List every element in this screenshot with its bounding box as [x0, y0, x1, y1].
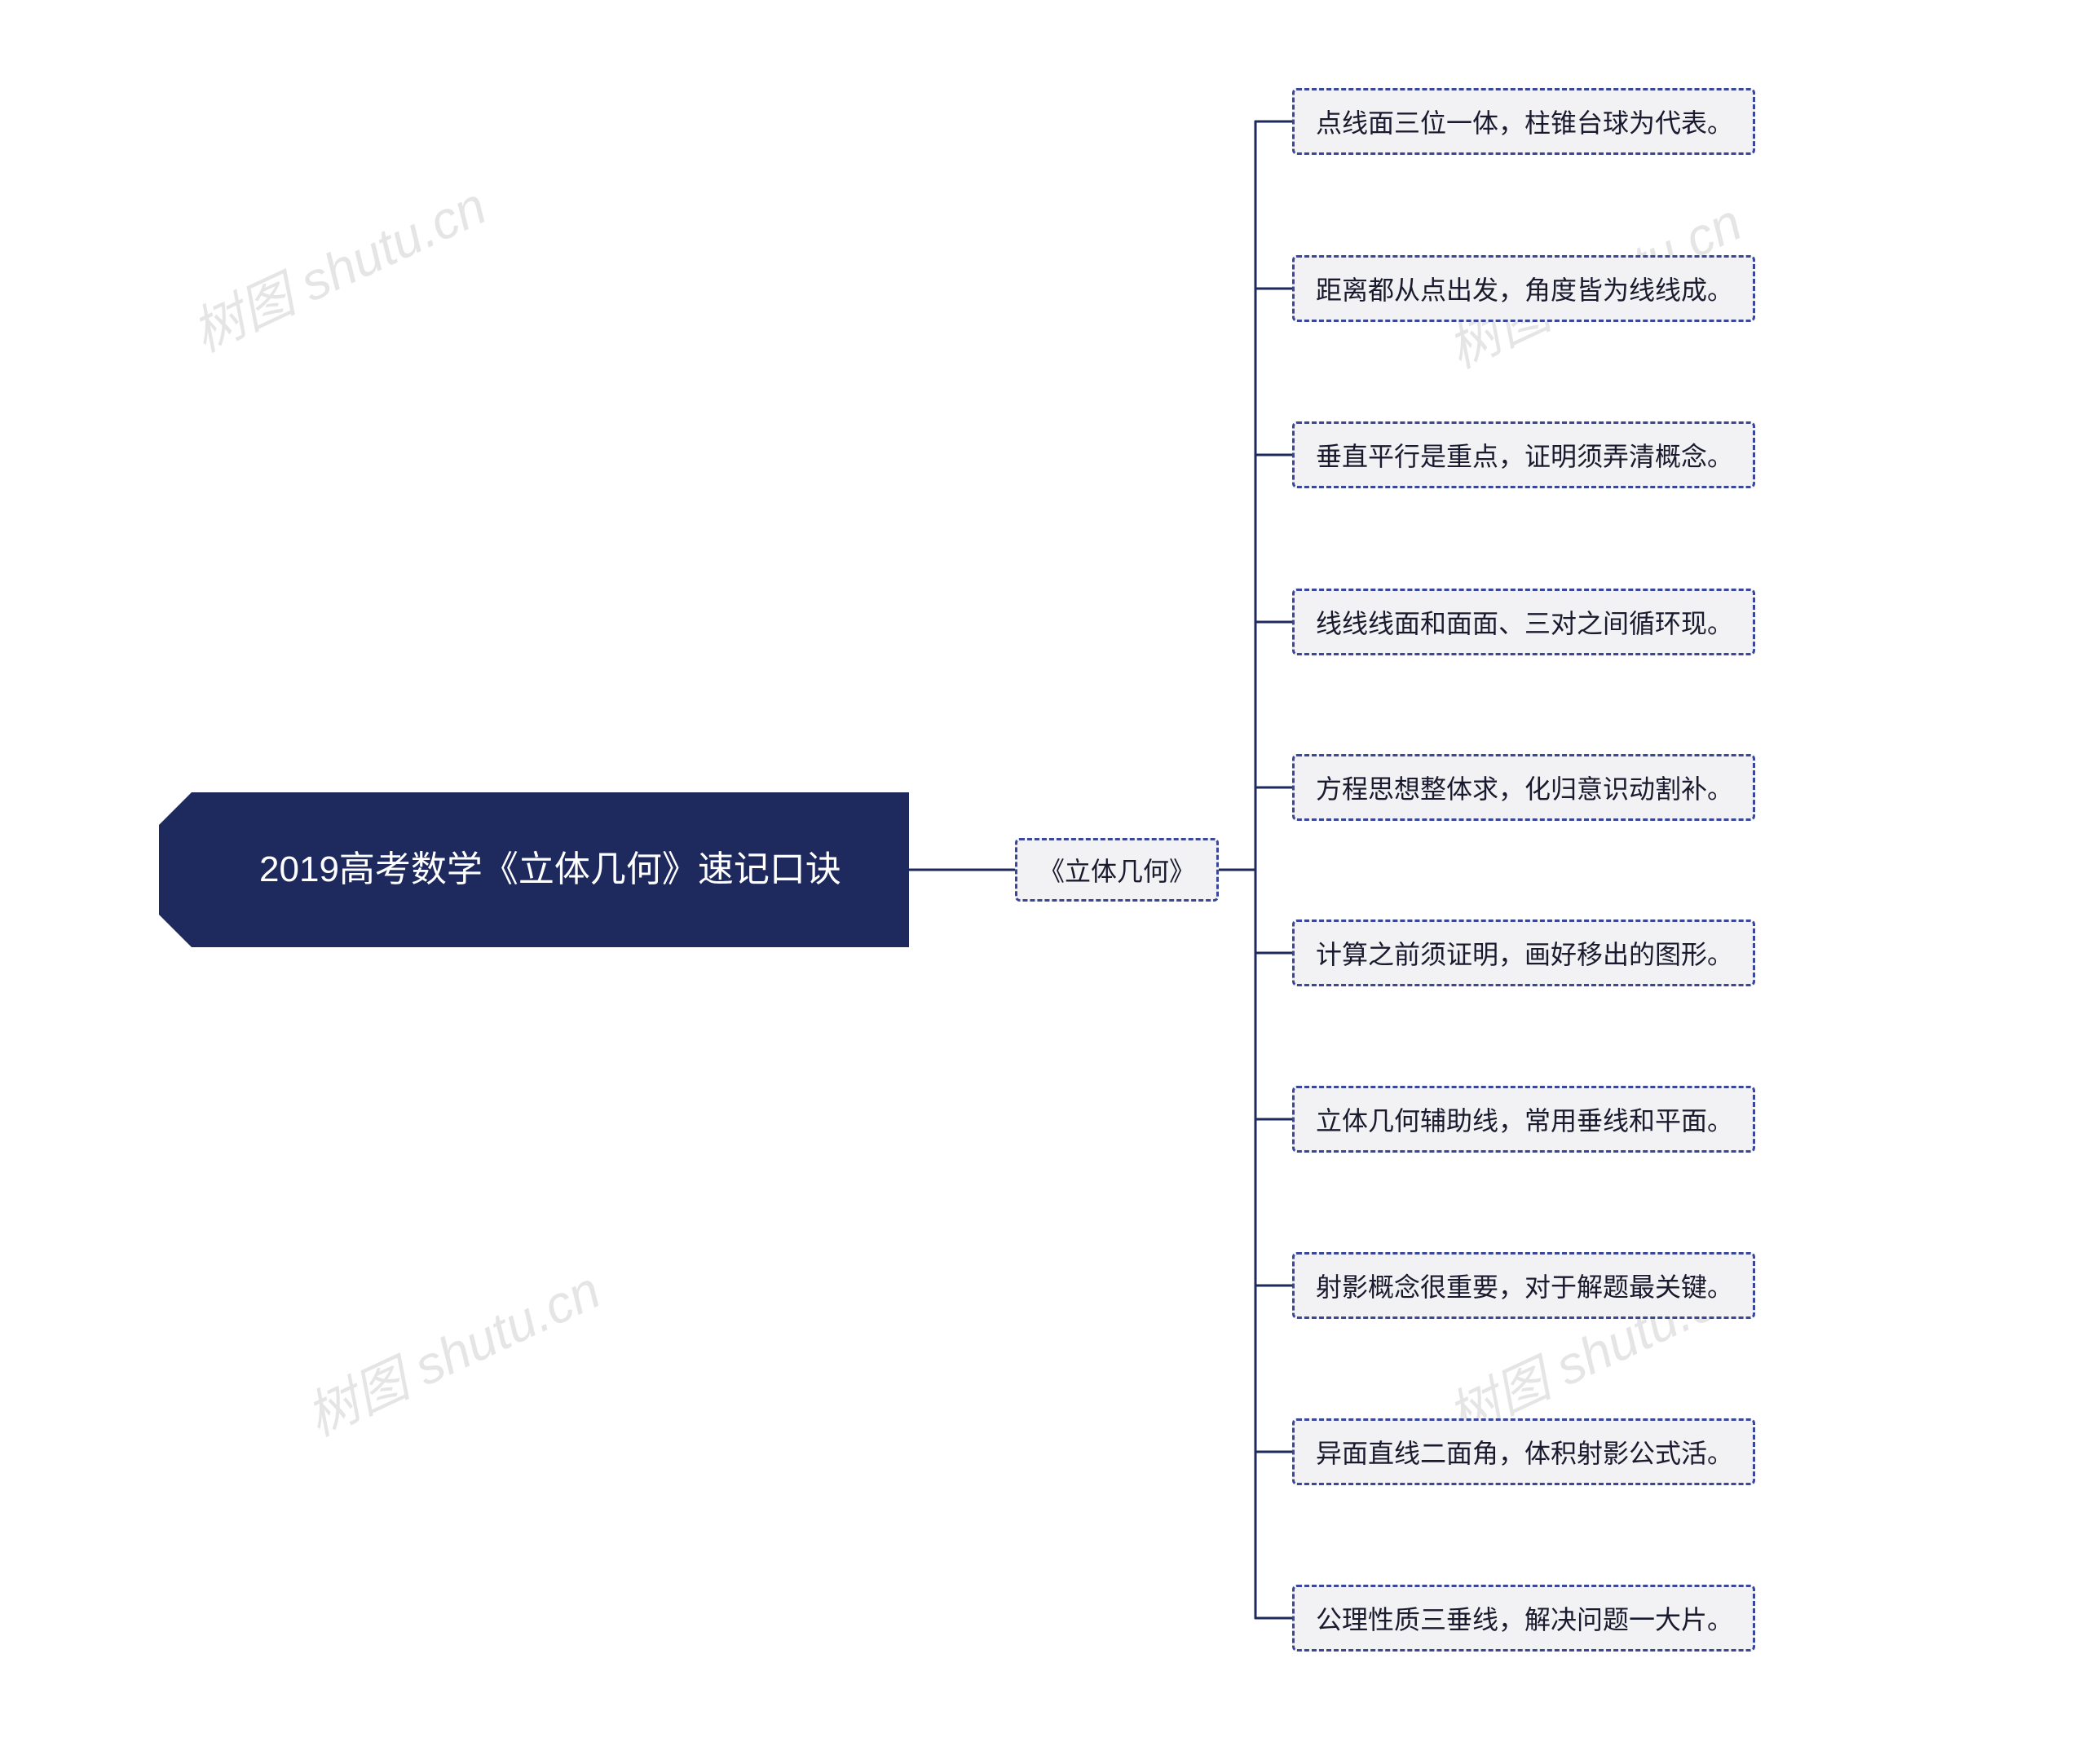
leaf-text: 公理性质三垂线，解决问题一大片。: [1316, 1599, 1733, 1637]
mindmap-canvas: 树图 shutu.cn 树图 shutu.cn 树图 shutu.cn 树图 s…: [0, 0, 2087, 1764]
leaf-node[interactable]: 计算之前须证明，画好移出的图形。: [1292, 919, 1755, 986]
root-node[interactable]: 2019高考数学《立体几何》速记口诀: [192, 792, 909, 947]
leaf-node[interactable]: 异面直线二面角，体积射影公式活。: [1292, 1418, 1755, 1485]
leaf-node[interactable]: 线线线面和面面、三对之间循环现。: [1292, 589, 1755, 655]
leaf-text: 方程思想整体求，化归意识动割补。: [1316, 769, 1733, 806]
root-node-text: 2019高考数学《立体几何》速记口诀: [259, 843, 841, 897]
leaf-node[interactable]: 射影概念很重要，对于解题最关键。: [1292, 1252, 1755, 1319]
connector-root-sub: [909, 815, 1023, 929]
leaf-text: 异面直线二面角，体积射影公式活。: [1316, 1433, 1733, 1471]
leaf-text: 计算之前须证明，画好移出的图形。: [1316, 934, 1733, 972]
leaf-node[interactable]: 垂直平行是重点，证明须弄清概念。: [1292, 421, 1755, 488]
leaf-text: 垂直平行是重点，证明须弄清概念。: [1316, 436, 1733, 474]
leaf-node[interactable]: 距离都从点出发，角度皆为线线成。: [1292, 255, 1755, 322]
watermark: 树图 shutu.cn: [179, 165, 496, 366]
connector-sub-leaves: [1219, 82, 1300, 1671]
leaf-text: 射影概念很重要，对于解题最关键。: [1316, 1267, 1733, 1304]
leaf-node[interactable]: 点线面三位一体，柱锥台球为代表。: [1292, 88, 1755, 155]
leaf-node[interactable]: 立体几何辅助线，常用垂线和平面。: [1292, 1086, 1755, 1153]
leaf-text: 距离都从点出发，角度皆为线线成。: [1316, 270, 1733, 307]
leaf-text: 立体几何辅助线，常用垂线和平面。: [1316, 1100, 1733, 1138]
leaf-text: 点线面三位一体，柱锥台球为代表。: [1316, 103, 1733, 140]
sub-node-text: 《立体几何》: [1039, 851, 1195, 889]
root-node-arrow-fill: [159, 825, 192, 915]
leaf-text: 线线线面和面面、三对之间循环现。: [1316, 603, 1733, 641]
watermark: 树图 shutu.cn: [293, 1249, 611, 1450]
sub-node[interactable]: 《立体几何》: [1015, 838, 1219, 902]
leaf-node[interactable]: 公理性质三垂线，解决问题一大片。: [1292, 1585, 1755, 1652]
leaf-node[interactable]: 方程思想整体求，化归意识动割补。: [1292, 754, 1755, 821]
